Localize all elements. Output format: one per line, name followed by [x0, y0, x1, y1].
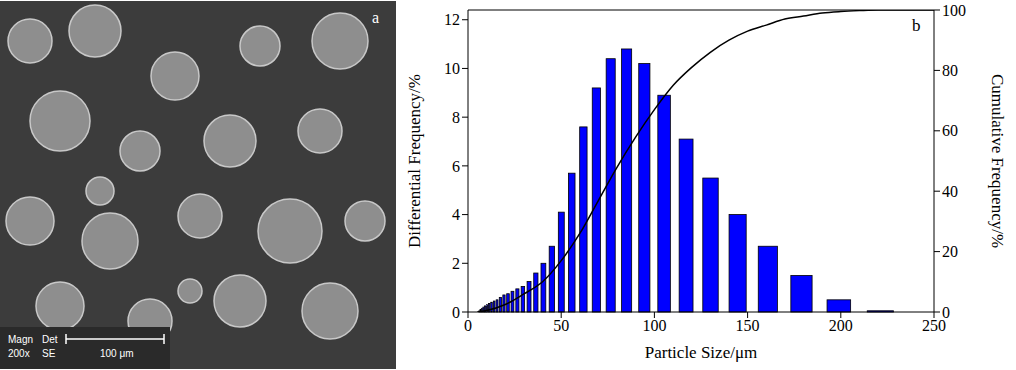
- svg-text:12: 12: [444, 11, 460, 28]
- svg-text:8: 8: [452, 109, 460, 126]
- html-text:b: b: [912, 16, 921, 35]
- svg-text:60: 60: [942, 122, 958, 139]
- svg-text:2: 2: [452, 255, 460, 272]
- svg-text:0: 0: [452, 304, 460, 321]
- svg-text:100 μm: 100 μm: [100, 348, 134, 359]
- svg-text:80: 80: [942, 62, 958, 79]
- svg-text:100: 100: [942, 2, 966, 19]
- svg-text:50: 50: [553, 317, 569, 334]
- svg-text:0: 0: [464, 317, 472, 334]
- svg-text:Particle Size/μm: Particle Size/μm: [645, 343, 758, 362]
- svg-text:10: 10: [444, 60, 460, 77]
- svg-text:100: 100: [642, 317, 666, 334]
- svg-text:Magn: Magn: [8, 334, 33, 345]
- svg-text:Differential Frequency/%: Differential Frequency/%: [405, 74, 424, 248]
- svg-text:200: 200: [829, 317, 853, 334]
- svg-text:4: 4: [452, 206, 460, 223]
- svg-text:a: a: [372, 9, 379, 26]
- svg-text:150: 150: [736, 317, 760, 334]
- svg-text:Cumulative Frequency/%: Cumulative Frequency/%: [988, 74, 1007, 248]
- svg-text:20: 20: [942, 243, 958, 260]
- svg-text:40: 40: [942, 183, 958, 200]
- svg-text:200x: 200x: [8, 348, 30, 359]
- svg-text:6: 6: [452, 158, 460, 175]
- svg-text:0: 0: [942, 304, 950, 321]
- svg-text:250: 250: [922, 317, 946, 335]
- svg-text:SE: SE: [42, 348, 56, 359]
- svg-text:Det: Det: [42, 334, 58, 345]
